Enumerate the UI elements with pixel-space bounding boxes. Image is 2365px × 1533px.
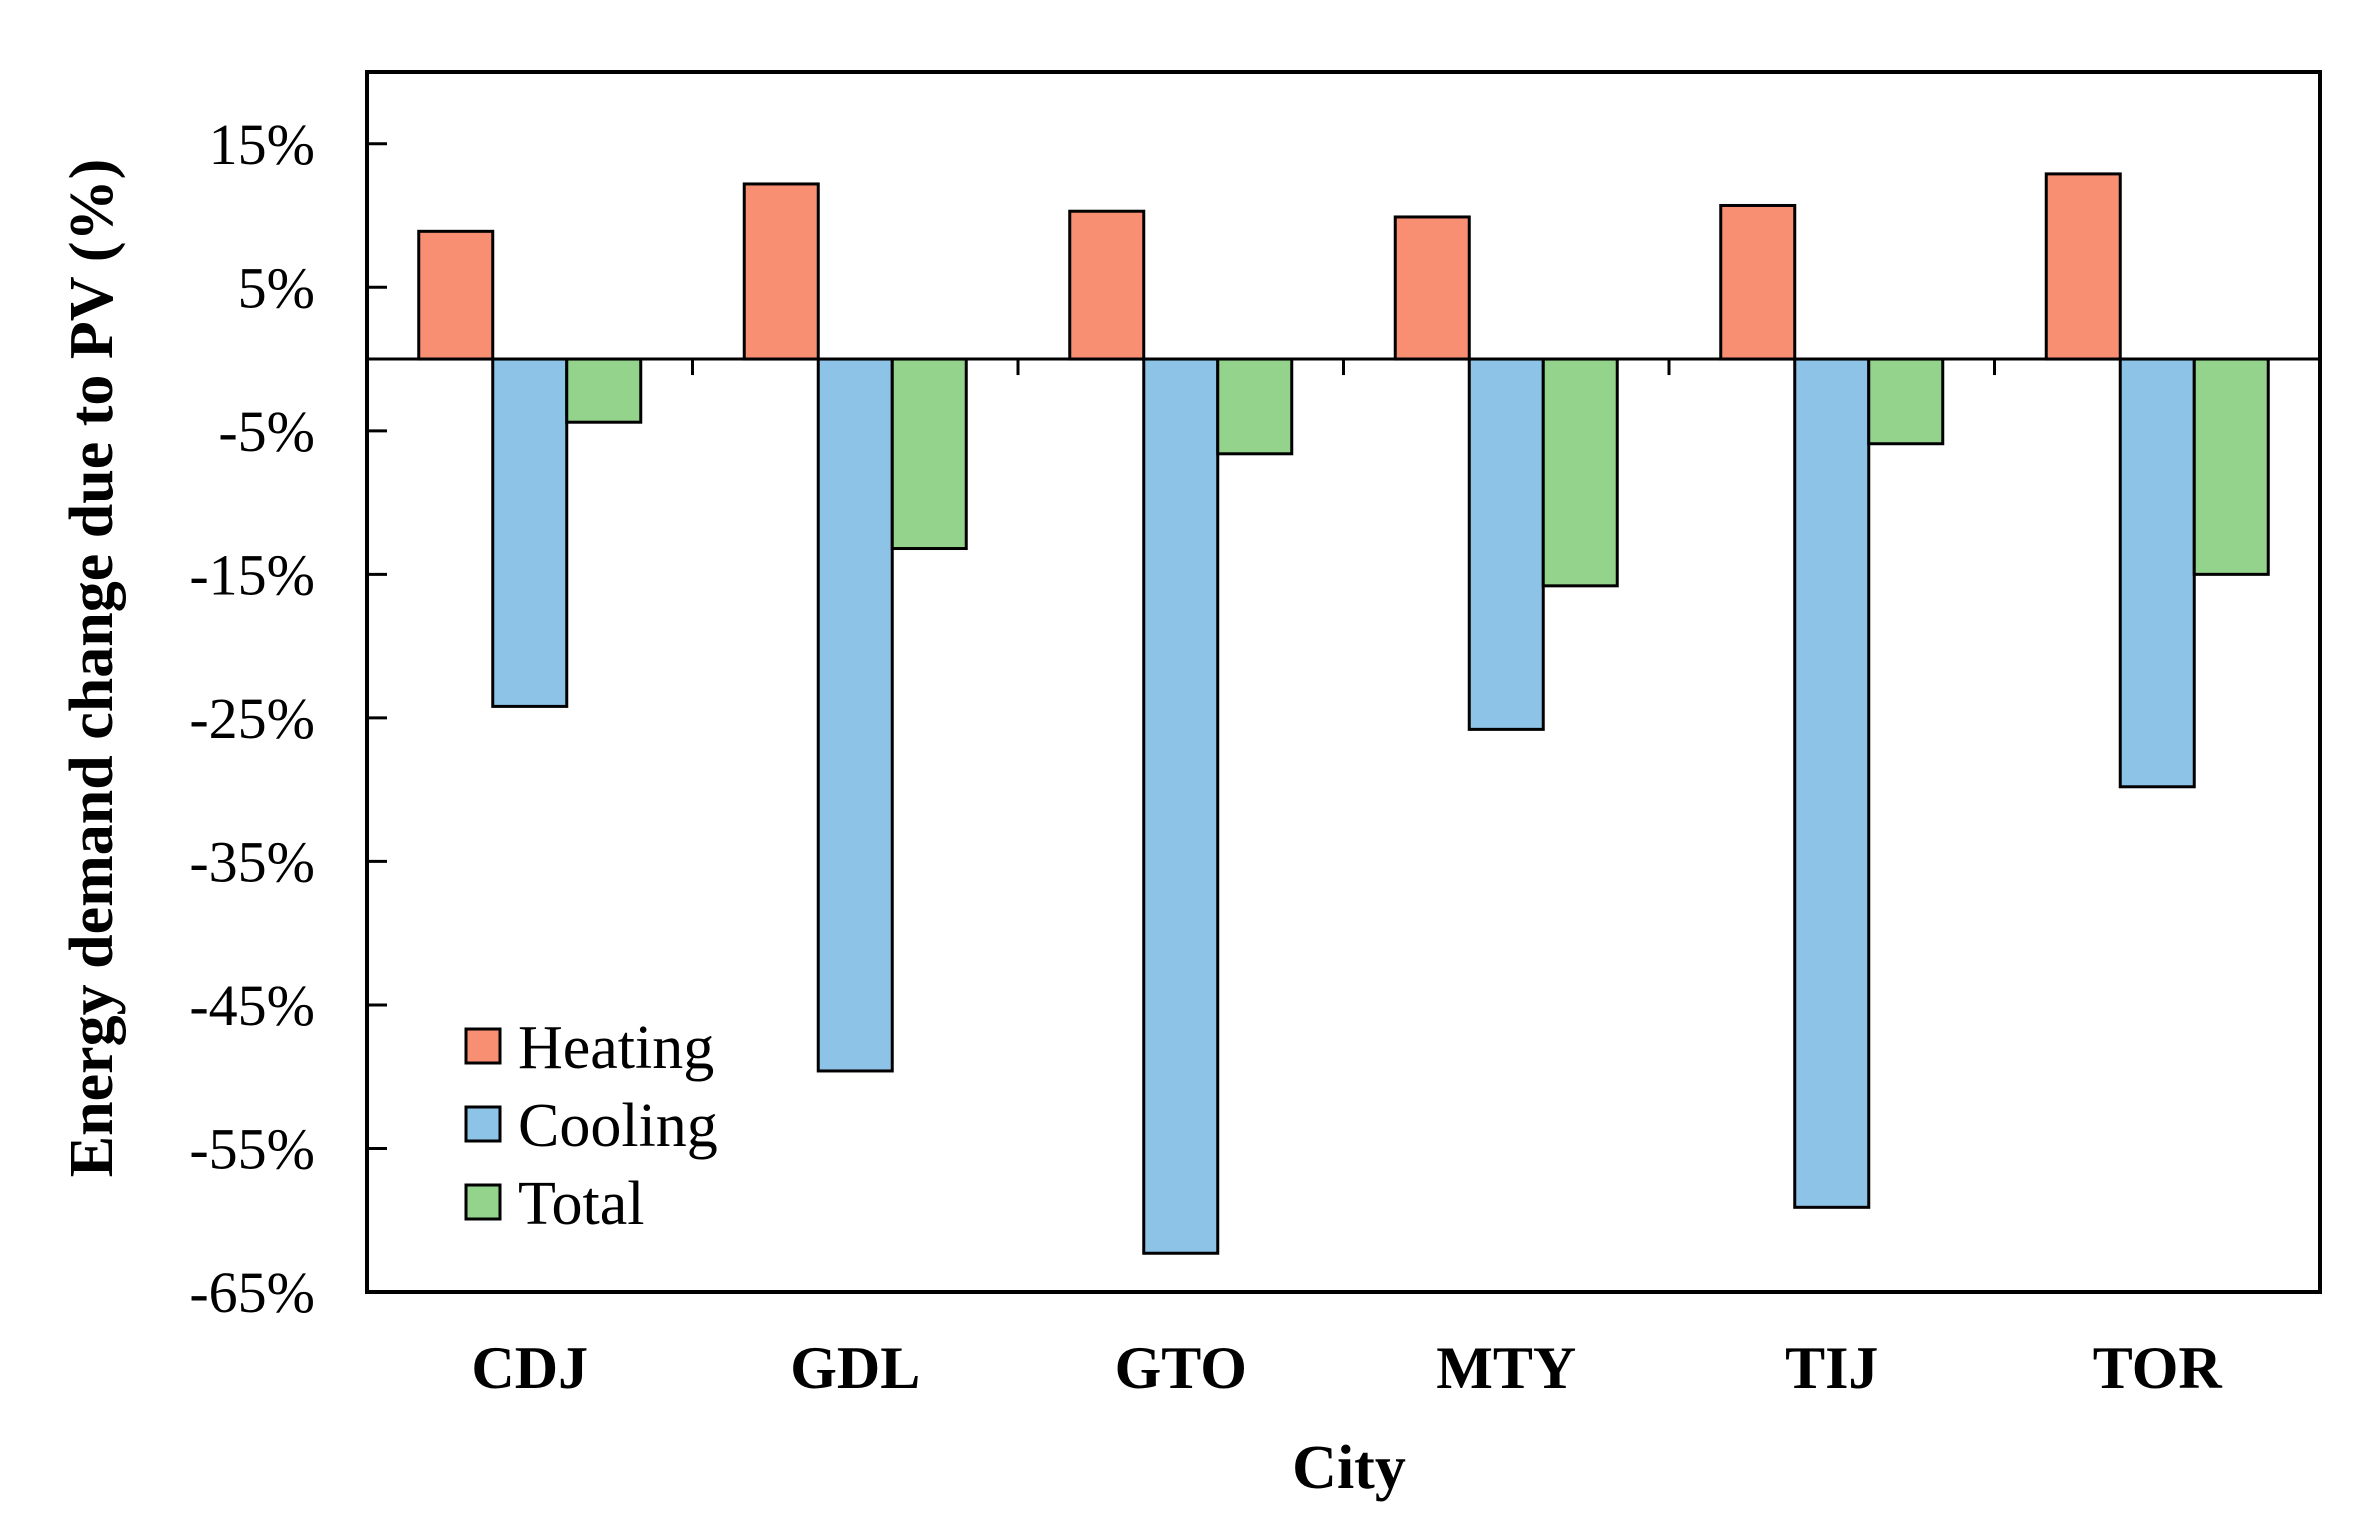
x-tick-label-mty: MTY (1436, 1335, 1576, 1401)
x-axis-title: City (1292, 1434, 1406, 1502)
bar-total-mty (1541, 357, 1619, 588)
x-tick-label-gdl: GDL (790, 1335, 920, 1401)
x-axis: CDJ GDL GTO MTY TIJ TOR (471, 359, 2222, 1401)
y-axis-title: Energy demand change due to PV (%) (58, 159, 126, 1177)
legend-swatch-total (464, 1183, 502, 1221)
legend: Heating Cooling Total (464, 1014, 718, 1238)
legend-label-heating: Heating (518, 1014, 714, 1082)
bar-cooling-cdj (491, 357, 569, 708)
y-tick-label: -45% (189, 973, 315, 1038)
bar-cooling-mty (1467, 357, 1545, 731)
legend-label-cooling: Cooling (518, 1092, 718, 1160)
y-tick-label: 15% (209, 112, 315, 177)
legend-swatch-heating (464, 1027, 502, 1065)
bar-total-gdl (890, 357, 968, 551)
bar-total-gto (1216, 357, 1294, 456)
legend-label-total: Total (518, 1170, 645, 1238)
bar-total-tor (2192, 357, 2270, 576)
y-tick-label: -15% (189, 542, 315, 607)
bar-heating-cdj (417, 229, 495, 361)
x-tick-label-tij: TIJ (1785, 1335, 1878, 1401)
x-tick-label-gto: GTO (1115, 1335, 1247, 1401)
bar-cooling-tij (1793, 357, 1871, 1209)
bar-total-tij (1867, 357, 1945, 446)
bar-heating-tor (2044, 172, 2122, 361)
y-tick-label: -55% (189, 1116, 315, 1181)
bar-heating-tij (1719, 203, 1797, 361)
legend-swatch-cooling (464, 1105, 502, 1143)
y-tick-label: -35% (189, 829, 315, 894)
bar-heating-gdl (742, 182, 820, 361)
y-axis: 15% 5% -5% -15% -25% -35% -45% -55% -65% (189, 112, 387, 1325)
y-tick-label: -5% (218, 399, 315, 464)
y-tick-label: -65% (189, 1260, 315, 1325)
bar-total-cdj (565, 357, 643, 424)
y-tick-label: -25% (189, 686, 315, 751)
plot-area (365, 70, 2322, 1294)
bar-cooling-gto (1142, 357, 1220, 1255)
bar-cooling-gdl (816, 357, 894, 1073)
x-tick-label-tor: TOR (2093, 1335, 2223, 1401)
bar-heating-mty (1393, 215, 1471, 361)
bar-cooling-tor (2118, 357, 2196, 789)
y-tick-label: 5% (238, 255, 315, 320)
x-tick-label-cdj: CDJ (471, 1335, 588, 1401)
bar-heating-gto (1068, 209, 1146, 361)
